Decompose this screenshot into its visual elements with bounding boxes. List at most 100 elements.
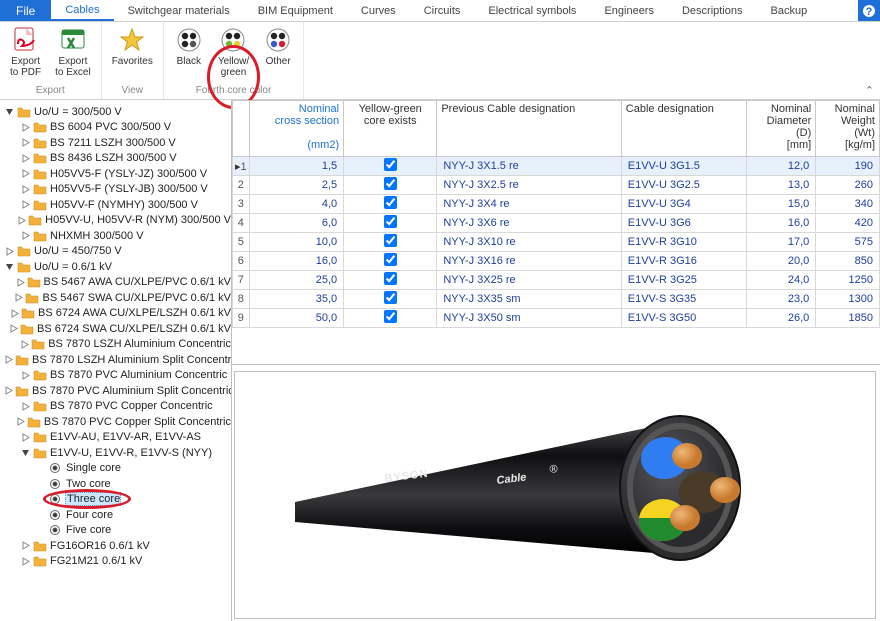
tree-item[interactable]: E1VV-U, E1VV-R, E1VV-S (NYY)	[0, 445, 231, 461]
tree-item[interactable]: BS 5467 SWA CU/XLPE/PVC 0.6/1 kV	[0, 290, 231, 306]
tree-expander-icon[interactable]	[20, 153, 31, 164]
tree-expander-icon[interactable]	[20, 401, 31, 412]
cell-cross-section[interactable]: 6,0	[249, 214, 343, 233]
cell-weight[interactable]: 190	[816, 157, 880, 176]
cell-desig[interactable]: E1VV-U 3G2.5	[621, 176, 746, 195]
cell-desig[interactable]: E1VV-U 3G6	[621, 214, 746, 233]
col-header[interactable]: Nominalcross section (mm2)	[249, 101, 343, 157]
cell-diameter[interactable]: 23,0	[747, 290, 816, 309]
tree-item[interactable]: BS 7211 LSZH 300/500 V	[0, 135, 231, 151]
cell-desig[interactable]: E1VV-R 3G25	[621, 271, 746, 290]
yg-checkbox[interactable]	[384, 215, 397, 228]
tree-expander-icon[interactable]	[16, 416, 25, 427]
black-core-button[interactable]: Black	[168, 24, 210, 84]
tree-item[interactable]: BS 6724 SWA CU/XLPE/LSZH 0.6/1 kV	[0, 321, 231, 337]
cell-weight[interactable]: 1300	[816, 290, 880, 309]
tree-item[interactable]: FG16OR16 0.6/1 kV	[0, 538, 231, 554]
cell-diameter[interactable]: 26,0	[747, 309, 816, 328]
tree-item[interactable]: E1VV-AU, E1VV-AR, E1VV-AS	[0, 430, 231, 446]
menu-tab-electrical-symbols[interactable]: Electrical symbols	[474, 0, 590, 21]
tree-expander-icon[interactable]	[20, 556, 31, 567]
tree-expander-icon[interactable]	[20, 184, 31, 195]
tree-expander-icon[interactable]	[20, 230, 31, 241]
cable-table[interactable]: Nominalcross section (mm2)Yellow-greenco…	[232, 100, 880, 365]
yg-checkbox[interactable]	[384, 196, 397, 209]
col-header[interactable]: Previous Cable designation	[437, 101, 621, 157]
tree-item[interactable]: FG21M21 0.6/1 kV	[0, 554, 231, 570]
table-row[interactable]: 510,0NYY-J 3X10 reE1VV-R 3G1017,0575	[233, 233, 880, 252]
cell-prev-desig[interactable]: NYY-J 3X35 sm	[437, 290, 621, 309]
cell-prev-desig[interactable]: NYY-J 3X25 re	[437, 271, 621, 290]
table-row[interactable]: 616,0NYY-J 3X16 reE1VV-R 3G1620,0850	[233, 252, 880, 271]
cell-weight[interactable]: 420	[816, 214, 880, 233]
col-header[interactable]: Cable designation	[621, 101, 746, 157]
col-header[interactable]: Yellow-greencore exists	[344, 101, 437, 157]
tree-expander-icon[interactable]	[16, 277, 25, 288]
tree-item[interactable]: Uo/U = 300/500 V	[0, 104, 231, 120]
tree-expander-icon[interactable]	[36, 478, 47, 489]
cell-diameter[interactable]: 16,0	[747, 214, 816, 233]
cell-weight[interactable]: 575	[816, 233, 880, 252]
tree-expander-icon[interactable]	[10, 308, 19, 319]
cell-weight[interactable]: 850	[816, 252, 880, 271]
menu-tab-bim-equipment[interactable]: BIM Equipment	[244, 0, 347, 21]
tree-item[interactable]: Four core	[0, 507, 231, 523]
cell-diameter[interactable]: 15,0	[747, 195, 816, 214]
cell-diameter[interactable]: 20,0	[747, 252, 816, 271]
tree-item[interactable]: H05VV5-F (YSLY-JZ) 300/500 V	[0, 166, 231, 182]
tree-item[interactable]: BS 7870 LSZH Aluminium Split Concentric	[0, 352, 231, 368]
tree-item[interactable]: BS 7870 PVC Aluminium Split Concentric	[0, 383, 231, 399]
tree-expander-icon[interactable]	[36, 494, 47, 505]
tree-expander-icon[interactable]	[4, 385, 13, 396]
cell-desig[interactable]: E1VV-U 3G4	[621, 195, 746, 214]
cell-cross-section[interactable]: 25,0	[249, 271, 343, 290]
tree-expander-icon[interactable]	[20, 432, 31, 443]
cell-desig[interactable]: E1VV-S 3G50	[621, 309, 746, 328]
tree-expander-icon[interactable]	[4, 106, 15, 117]
tree-item[interactable]: BS 6004 PVC 300/500 V	[0, 120, 231, 136]
cell-diameter[interactable]: 13,0	[747, 176, 816, 195]
table-row[interactable]: 950,0NYY-J 3X50 smE1VV-S 3G5026,01850	[233, 309, 880, 328]
table-row[interactable]: 34,0NYY-J 3X4 reE1VV-U 3G415,0340	[233, 195, 880, 214]
tree-expander-icon[interactable]	[36, 463, 47, 474]
cell-yg-exists[interactable]	[344, 214, 437, 233]
cell-yg-exists[interactable]	[344, 195, 437, 214]
cell-cross-section[interactable]: 35,0	[249, 290, 343, 309]
cell-diameter[interactable]: 24,0	[747, 271, 816, 290]
yellow-green-core-button[interactable]: Yellow/green	[212, 24, 255, 84]
table-row[interactable]: 835,0NYY-J 3X35 smE1VV-S 3G3523,01300	[233, 290, 880, 309]
table-row[interactable]: 22,5NYY-J 3X2.5 reE1VV-U 3G2.513,0260	[233, 176, 880, 195]
cell-yg-exists[interactable]	[344, 271, 437, 290]
tree-item[interactable]: Five core	[0, 523, 231, 539]
file-menu[interactable]: File	[0, 0, 51, 21]
cell-cross-section[interactable]: 1,5	[249, 157, 343, 176]
tree-item[interactable]: H05VV5-F (YSLY-JB) 300/500 V	[0, 182, 231, 198]
cell-prev-desig[interactable]: NYY-J 3X1.5 re	[437, 157, 621, 176]
help-button[interactable]: ?	[858, 0, 880, 21]
yg-checkbox[interactable]	[384, 291, 397, 304]
tree-expander-icon[interactable]	[4, 246, 15, 257]
cell-weight[interactable]: 340	[816, 195, 880, 214]
export-excel-button[interactable]: Exportto Excel	[49, 24, 97, 84]
yg-checkbox[interactable]	[384, 253, 397, 266]
tree-item[interactable]: BS 7870 PVC Copper Concentric	[0, 399, 231, 415]
tree-expander-icon[interactable]	[17, 215, 26, 226]
tree-item[interactable]: BS 7870 PVC Copper Split Concentric	[0, 414, 231, 430]
cell-prev-desig[interactable]: NYY-J 3X10 re	[437, 233, 621, 252]
other-core-button[interactable]: Other	[257, 24, 299, 84]
tree-item[interactable]: NHXMH 300/500 V	[0, 228, 231, 244]
tree-expander-icon[interactable]	[36, 525, 47, 536]
cell-yg-exists[interactable]	[344, 290, 437, 309]
menu-tab-cables[interactable]: Cables	[51, 0, 113, 21]
menu-tab-circuits[interactable]: Circuits	[410, 0, 475, 21]
cell-yg-exists[interactable]	[344, 233, 437, 252]
menu-tab-curves[interactable]: Curves	[347, 0, 410, 21]
cell-desig[interactable]: E1VV-U 3G1.5	[621, 157, 746, 176]
table-row[interactable]: 725,0NYY-J 3X25 reE1VV-R 3G2524,01250	[233, 271, 880, 290]
tree-item[interactable]: Uo/U = 450/750 V	[0, 244, 231, 260]
cell-prev-desig[interactable]: NYY-J 3X50 sm	[437, 309, 621, 328]
col-header[interactable]: NominalDiameter(D)[mm]	[747, 101, 816, 157]
cell-yg-exists[interactable]	[344, 309, 437, 328]
tree-expander-icon[interactable]	[20, 199, 31, 210]
tree-expander-icon[interactable]	[20, 168, 31, 179]
